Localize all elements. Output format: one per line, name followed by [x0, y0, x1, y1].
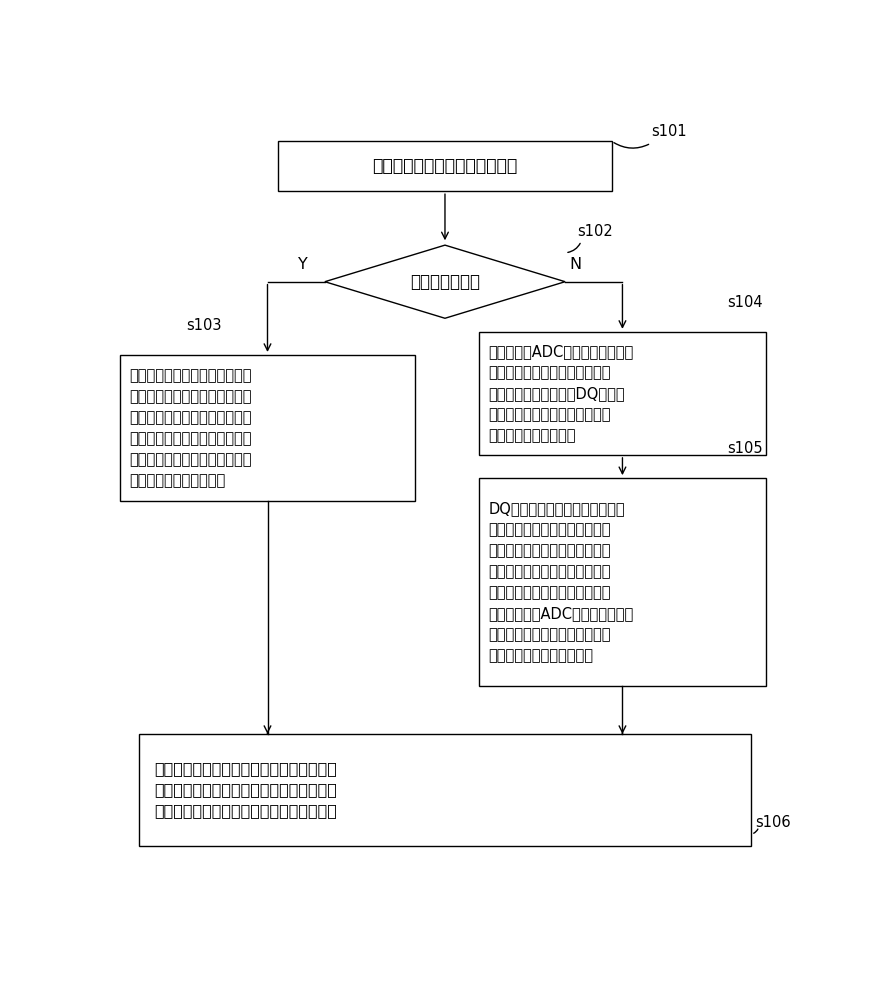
Text: N: N: [569, 257, 581, 272]
Text: DQ坐标系锁相器依据离散输入信
号计算得到相位、第一幅值以及
第一频率，并将相位、第一幅值
以及第一频率送至卡尔曼滤波器
；最大值法幅度检测模块确定离
散输入信: DQ坐标系锁相器依据离散输入信 号计算得到相位、第一幅值以及 第一频率，并将相位…: [488, 501, 634, 663]
Bar: [278, 141, 612, 191]
Bar: [120, 355, 415, 501]
Polygon shape: [325, 245, 565, 318]
Text: s102: s102: [578, 224, 614, 239]
Text: s106: s106: [755, 815, 791, 830]
Bar: [139, 734, 751, 846]
Text: 卡尔曼滤波器对所有相位、第一幅值、第一
频率、第二幅值以及第二频率进行卡尔曼滤
波，得到最终幅值、最终相位以及最终频率: 卡尔曼滤波器对所有相位、第一幅值、第一 频率、第二幅值以及第二频率进行卡尔曼滤 …: [155, 761, 337, 818]
Text: s103: s103: [186, 318, 222, 333]
Bar: [479, 478, 766, 686]
Text: 模数转换器ADC对输入信号进行模
数转换得到离散输入信号，将离
散输入信号分别传送至DQ坐标系
锁相器和过零点检测锁相器中的
最大值法幅度检测模块: 模数转换器ADC对输入信号进行模 数转换得到离散输入信号，将离 散输入信号分别传…: [488, 344, 634, 443]
Text: 过零点检测锁相器中的过零点频
率检测模块依据经过过零点捕获
装置模数转换后的输入信号最近
一次过零点到此次过零点的时间
间隔计算得到第二频率，并将第
二频率送至: 过零点检测锁相器中的过零点频 率检测模块依据经过过零点捕获 装置模数转换后的输入…: [129, 368, 252, 488]
Text: s101: s101: [651, 124, 687, 139]
Text: s105: s105: [727, 441, 763, 456]
Text: Y: Y: [298, 257, 308, 272]
Text: s104: s104: [727, 295, 763, 310]
Text: 接收单相电系统发送的输入信号: 接收单相电系统发送的输入信号: [372, 157, 518, 175]
Bar: [479, 332, 766, 455]
Text: 输入信号过零点: 输入信号过零点: [410, 273, 480, 291]
